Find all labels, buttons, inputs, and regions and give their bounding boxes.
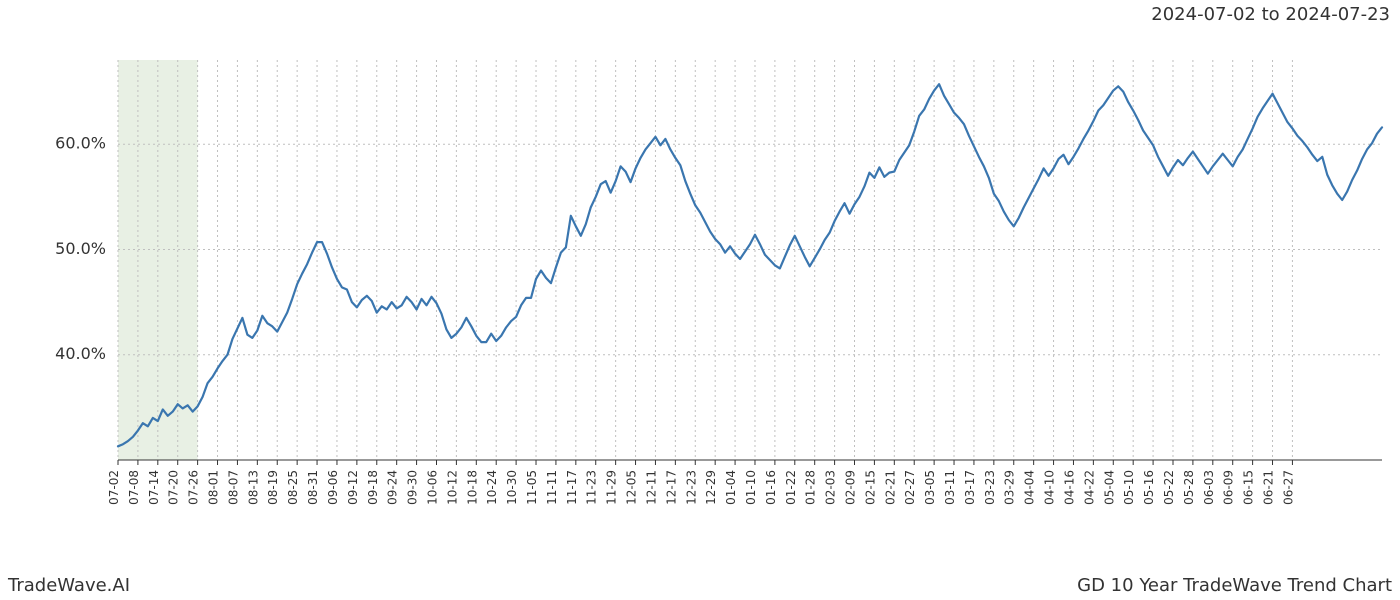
x-tick-label: 11-23 [585,470,599,505]
y-tick-label: 50.0% [55,239,106,258]
x-tick-label: 08-19 [266,470,280,505]
x-tick-label: 10-12 [445,470,459,505]
x-tick-label: 03-29 [1003,470,1017,505]
y-tick-label: 40.0% [55,344,106,363]
x-tick-label: 10-18 [465,470,479,505]
x-tick-label: 11-05 [525,470,539,505]
x-tick-label: 11-11 [545,470,559,505]
x-tick-label: 11-17 [565,470,579,505]
x-tick-label: 09-30 [406,470,420,505]
x-tick-label: 09-18 [366,470,380,505]
x-tick-label: 03-23 [983,470,997,505]
x-tick-label: 01-22 [784,470,798,505]
x-tick-label: 05-16 [1142,470,1156,505]
x-tick-label: 01-28 [804,470,818,505]
x-tick-label: 02-27 [903,470,917,505]
x-tick-label: 07-08 [127,470,141,505]
x-tick-label: 09-12 [346,470,360,505]
x-tick-label: 05-10 [1122,470,1136,505]
x-tick-label: 06-27 [1281,470,1295,505]
x-tick-label: 02-21 [883,470,897,505]
x-tick-label: 12-23 [684,470,698,505]
x-tick-label: 12-29 [704,470,718,505]
x-tick-label: 02-15 [863,470,877,505]
x-tick-label: 03-05 [923,470,937,505]
x-tick-label: 03-11 [943,470,957,505]
x-tick-label: 04-16 [1062,470,1076,505]
x-tick-label: 07-02 [107,470,121,505]
x-tick-label: 09-06 [326,470,340,505]
chart-frame: 2024-07-02 to 2024-07-23 TradeWave.AI GD… [0,0,1400,600]
trend-line-chart: 40.0% 50.0% 60.0% 07-02 07-08 07-14 07-20 07-26… [0,0,1400,600]
x-tick-label: 08-31 [306,470,320,505]
x-tick-label: 01-16 [764,470,778,505]
x-tick-label: 10-24 [485,470,499,505]
x-tick-label: 04-04 [1023,470,1037,505]
x-tick-label: 04-22 [1082,470,1096,505]
x-tick-label: 06-09 [1222,470,1236,505]
x-tick-label: 10-30 [505,470,519,505]
x-tick-label: 02-03 [824,470,838,505]
x-tick-label: 02-09 [844,470,858,505]
x-tick-label: 08-25 [286,470,300,505]
x-tick-label: 09-24 [386,470,400,505]
x-tick-label: 08-01 [207,470,221,505]
x-tick-label: 07-20 [167,470,181,505]
x-tick-label: 08-07 [226,470,240,505]
x-tick-label: 07-26 [187,470,201,505]
y-tick-label: 60.0% [55,134,106,153]
x-tick-label: 07-14 [147,470,161,505]
x-tick-label: 08-13 [246,470,260,505]
x-tick-label: 12-05 [625,470,639,505]
x-tick-label: 12-11 [644,470,658,505]
x-tick-label: 05-28 [1182,470,1196,505]
x-tick-label: 05-22 [1162,470,1176,505]
x-tick-label: 06-03 [1202,470,1216,505]
x-tick-label: 01-04 [724,470,738,505]
x-tick-label: 04-10 [1043,470,1057,505]
x-tick-label: 12-17 [664,470,678,505]
x-tick-label: 01-10 [744,470,758,505]
x-tick-label: 10-06 [425,470,439,505]
x-tick-label: 06-15 [1242,470,1256,505]
x-tick-label: 06-21 [1262,470,1276,505]
x-tick-label: 05-04 [1102,470,1116,505]
x-tick-label: 11-29 [605,470,619,505]
x-tick-label: 03-17 [963,470,977,505]
